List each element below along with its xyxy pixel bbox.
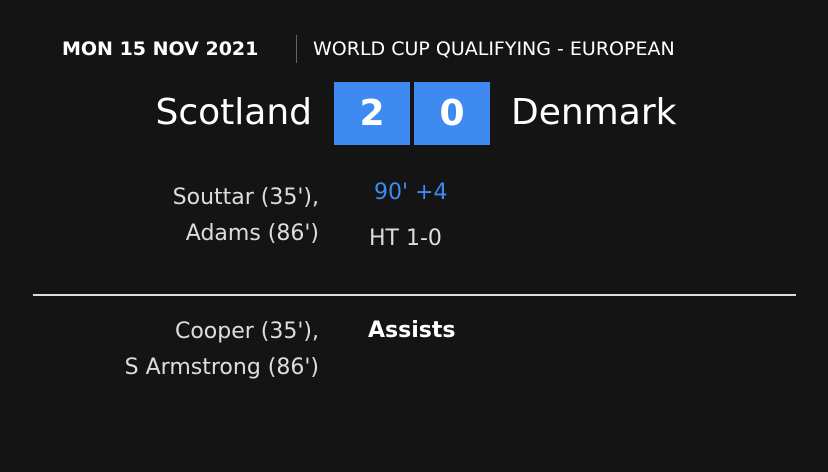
away-score: 0 [414,82,490,145]
assist: S Armstrong (86') [124,355,319,380]
home-assists: Cooper (35'), S Armstrong (86') [125,314,319,386]
away-team[interactable]: Denmark [511,92,677,133]
scorer: Adams (86') [185,221,319,246]
match-date: MON 15 NOV 2021 [62,38,259,60]
assists-label: Assists [368,318,456,343]
competition-name: WORLD CUP QUALIFYING - EUROPEAN [313,38,675,60]
half-time-score: HT 1-0 [369,226,442,251]
section-divider [33,294,796,296]
assist: Cooper (35'), [174,319,319,344]
match-time: 90' +4 [374,180,448,205]
header-divider [296,35,297,63]
home-team[interactable]: Scotland [155,92,312,133]
home-scorers: Souttar (35'), Adams (86') [173,180,319,252]
scorer: Souttar (35'), [172,185,319,210]
home-score: 2 [334,82,410,145]
